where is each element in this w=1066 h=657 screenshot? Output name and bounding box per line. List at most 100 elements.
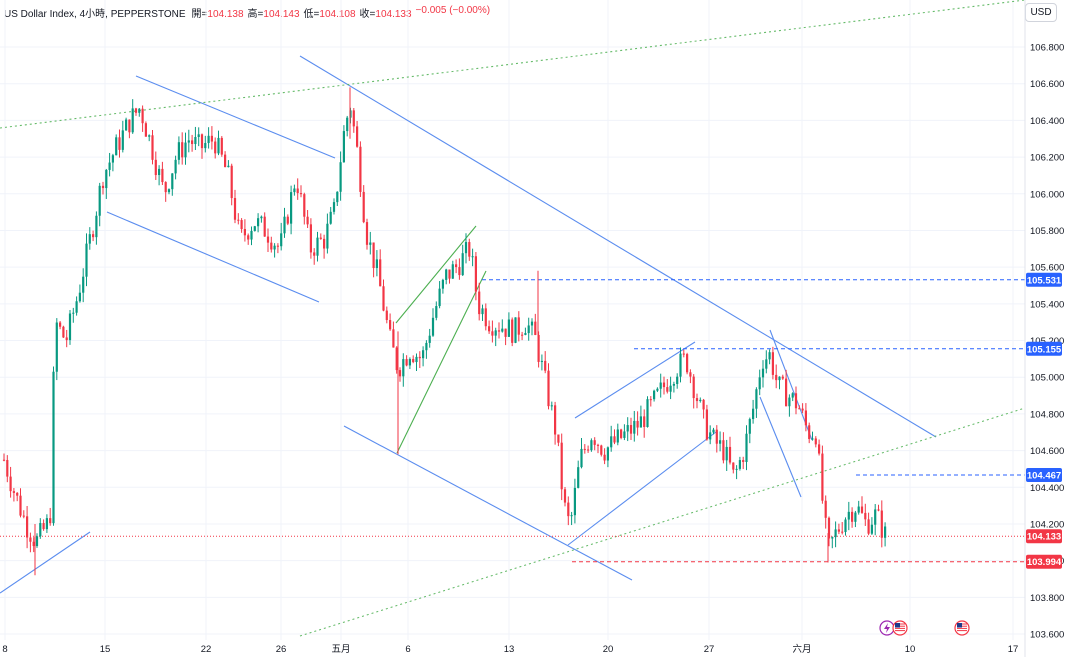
candle-body bbox=[68, 313, 72, 341]
candle-body bbox=[22, 515, 25, 517]
candle-body bbox=[263, 216, 266, 237]
candle-body bbox=[636, 420, 639, 428]
candle-body bbox=[220, 137, 223, 155]
candle-body bbox=[319, 237, 322, 239]
candle-body bbox=[128, 119, 131, 133]
trendline[interactable] bbox=[574, 341, 696, 419]
price-tick-label: 104.800 bbox=[1030, 409, 1064, 420]
candle-body bbox=[276, 245, 279, 247]
candle-body bbox=[372, 242, 375, 269]
candle-body bbox=[600, 445, 603, 455]
time-tick-label: 13 bbox=[504, 644, 515, 655]
us-flag-event-icon[interactable] bbox=[954, 620, 970, 636]
price-axis[interactable]: 103.600103.800104.000104.200104.400104.6… bbox=[1030, 43, 1064, 641]
candle-body bbox=[748, 419, 751, 434]
candle-body bbox=[336, 191, 339, 203]
price-tick-label: 105.800 bbox=[1030, 226, 1064, 237]
candle-body bbox=[785, 378, 788, 407]
trendline[interactable] bbox=[299, 55, 937, 438]
price-tag-label: 104.467 bbox=[1027, 470, 1061, 481]
candle-body bbox=[131, 108, 134, 133]
candle-body bbox=[613, 436, 616, 443]
candle-body bbox=[699, 399, 702, 402]
candle-body bbox=[745, 433, 748, 463]
candle-body bbox=[52, 371, 55, 524]
lightning-event-icon[interactable] bbox=[879, 620, 895, 636]
trendline[interactable] bbox=[106, 211, 320, 303]
trendline[interactable] bbox=[0, 531, 91, 594]
candle-body bbox=[118, 137, 121, 150]
candle-body bbox=[507, 319, 510, 337]
candle-body bbox=[101, 185, 105, 189]
candle-body bbox=[811, 438, 814, 440]
candle-body bbox=[174, 159, 177, 174]
price-tag-label: 105.531 bbox=[1027, 275, 1062, 286]
candle-body bbox=[59, 322, 62, 327]
candle-body bbox=[167, 189, 171, 193]
price-tag bbox=[1026, 467, 1062, 482]
candle-body bbox=[686, 354, 689, 373]
candle-body bbox=[12, 491, 15, 493]
candle-body bbox=[682, 353, 685, 355]
candle-body bbox=[45, 518, 48, 530]
candle-body bbox=[257, 218, 260, 227]
candle-body bbox=[181, 142, 184, 158]
candle-body bbox=[620, 429, 623, 438]
candle-body bbox=[474, 256, 477, 292]
candle-body bbox=[778, 376, 781, 381]
trendline[interactable] bbox=[0, 0, 1026, 129]
candle-body bbox=[247, 235, 250, 240]
candle-body bbox=[111, 155, 114, 163]
candle-body bbox=[428, 335, 431, 343]
candle-body bbox=[78, 292, 81, 302]
trendline[interactable] bbox=[135, 75, 336, 159]
trendline[interactable] bbox=[759, 396, 802, 498]
candle-body bbox=[844, 519, 847, 532]
candle-body bbox=[177, 142, 180, 160]
trendline[interactable] bbox=[343, 425, 633, 581]
time-axis[interactable]: 8 15 22 26 五月 6 13 20 27 六月 10 17 bbox=[2, 643, 1018, 655]
open-label: 開= bbox=[191, 9, 208, 20]
candle-body bbox=[458, 267, 461, 276]
candle-body bbox=[544, 360, 547, 371]
candle-body bbox=[666, 387, 669, 392]
candle-body bbox=[857, 506, 860, 513]
candle-body bbox=[603, 454, 606, 461]
candle-body bbox=[398, 370, 402, 377]
price-tag bbox=[1026, 272, 1062, 287]
candle-body bbox=[352, 110, 355, 127]
candle-body bbox=[227, 165, 230, 168]
candle-body bbox=[798, 408, 801, 410]
candle-body bbox=[125, 119, 128, 131]
candle-body bbox=[567, 502, 570, 517]
candle-body bbox=[6, 459, 9, 477]
candle-body bbox=[874, 509, 877, 525]
candle-body bbox=[144, 123, 147, 137]
candle-body bbox=[583, 448, 586, 450]
trendline[interactable] bbox=[299, 407, 1026, 637]
event-icons[interactable] bbox=[879, 620, 970, 636]
candle-body bbox=[72, 312, 75, 314]
candle-body bbox=[329, 211, 332, 224]
candle-body bbox=[715, 429, 718, 444]
price-tick-label: 106.400 bbox=[1030, 116, 1064, 127]
candle-body bbox=[82, 276, 85, 293]
candle-body bbox=[771, 352, 774, 375]
trendlines[interactable] bbox=[0, 0, 1026, 637]
us-flag-event-icon[interactable] bbox=[892, 620, 908, 636]
candle-body bbox=[464, 242, 468, 254]
time-tick-label: 五月 bbox=[331, 644, 350, 655]
price-tags: 105.531 105.155 104.467 104.133 103.994 bbox=[1026, 272, 1062, 569]
trendline[interactable] bbox=[395, 225, 477, 324]
price-tag-label: 105.155 bbox=[1027, 344, 1062, 355]
candle-body bbox=[270, 242, 273, 250]
trendline[interactable] bbox=[396, 270, 487, 454]
time-tick-label: 20 bbox=[603, 644, 614, 655]
price-tick-label: 103.600 bbox=[1030, 630, 1064, 641]
candle-body bbox=[243, 229, 246, 236]
candle-body bbox=[200, 134, 204, 149]
price-tick-label: 106.000 bbox=[1030, 189, 1064, 200]
candle-body bbox=[382, 286, 385, 311]
trendline[interactable] bbox=[567, 431, 717, 546]
